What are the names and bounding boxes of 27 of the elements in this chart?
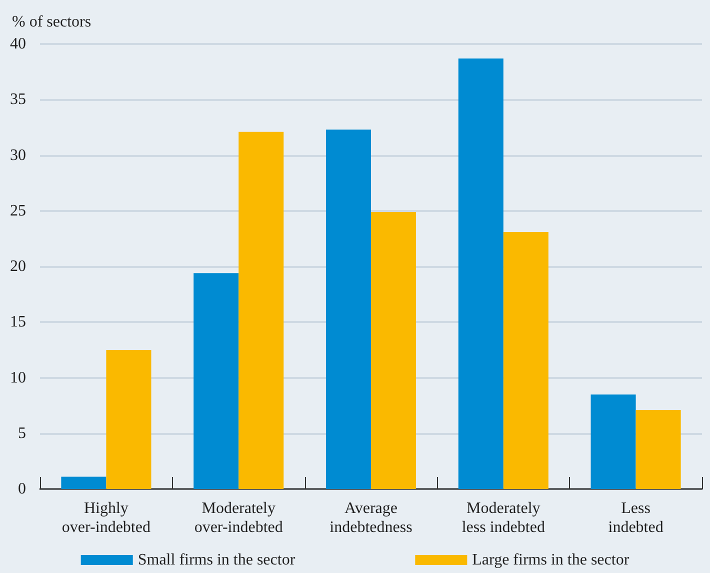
bar	[194, 273, 239, 489]
y-tick-label: 0	[18, 480, 26, 498]
x-tick-label: Average indebtedness	[330, 500, 412, 536]
y-tick-label: 5	[18, 424, 26, 442]
bar	[106, 350, 152, 489]
y-axis-title: % of sectors	[12, 14, 92, 30]
legend-label: Small firms in the sector	[138, 552, 296, 568]
y-tick-label: 15	[10, 314, 26, 331]
bar	[590, 394, 636, 489]
bar	[238, 132, 284, 489]
legend-label: Large firms in the sector	[472, 552, 630, 568]
bar	[636, 410, 681, 489]
y-tick-label: 25	[10, 202, 26, 220]
bar	[326, 130, 371, 489]
bar	[371, 212, 416, 489]
y-tick-label: 35	[10, 91, 26, 108]
y-tick-label: 20	[10, 258, 26, 275]
y-tick-label: 10	[10, 369, 26, 386]
y-tick-label: 30	[10, 146, 26, 164]
x-tick-label: Less indebted	[608, 500, 664, 536]
y-tick-label: 40	[10, 36, 26, 52]
x-tick-label: Moderately less indebted	[462, 500, 545, 536]
bar	[61, 476, 106, 489]
bar	[503, 232, 548, 489]
x-tick-label: Moderately over-indebted	[194, 500, 283, 536]
x-tick-label: Highly over-indebted	[62, 500, 150, 536]
bar	[458, 58, 504, 489]
